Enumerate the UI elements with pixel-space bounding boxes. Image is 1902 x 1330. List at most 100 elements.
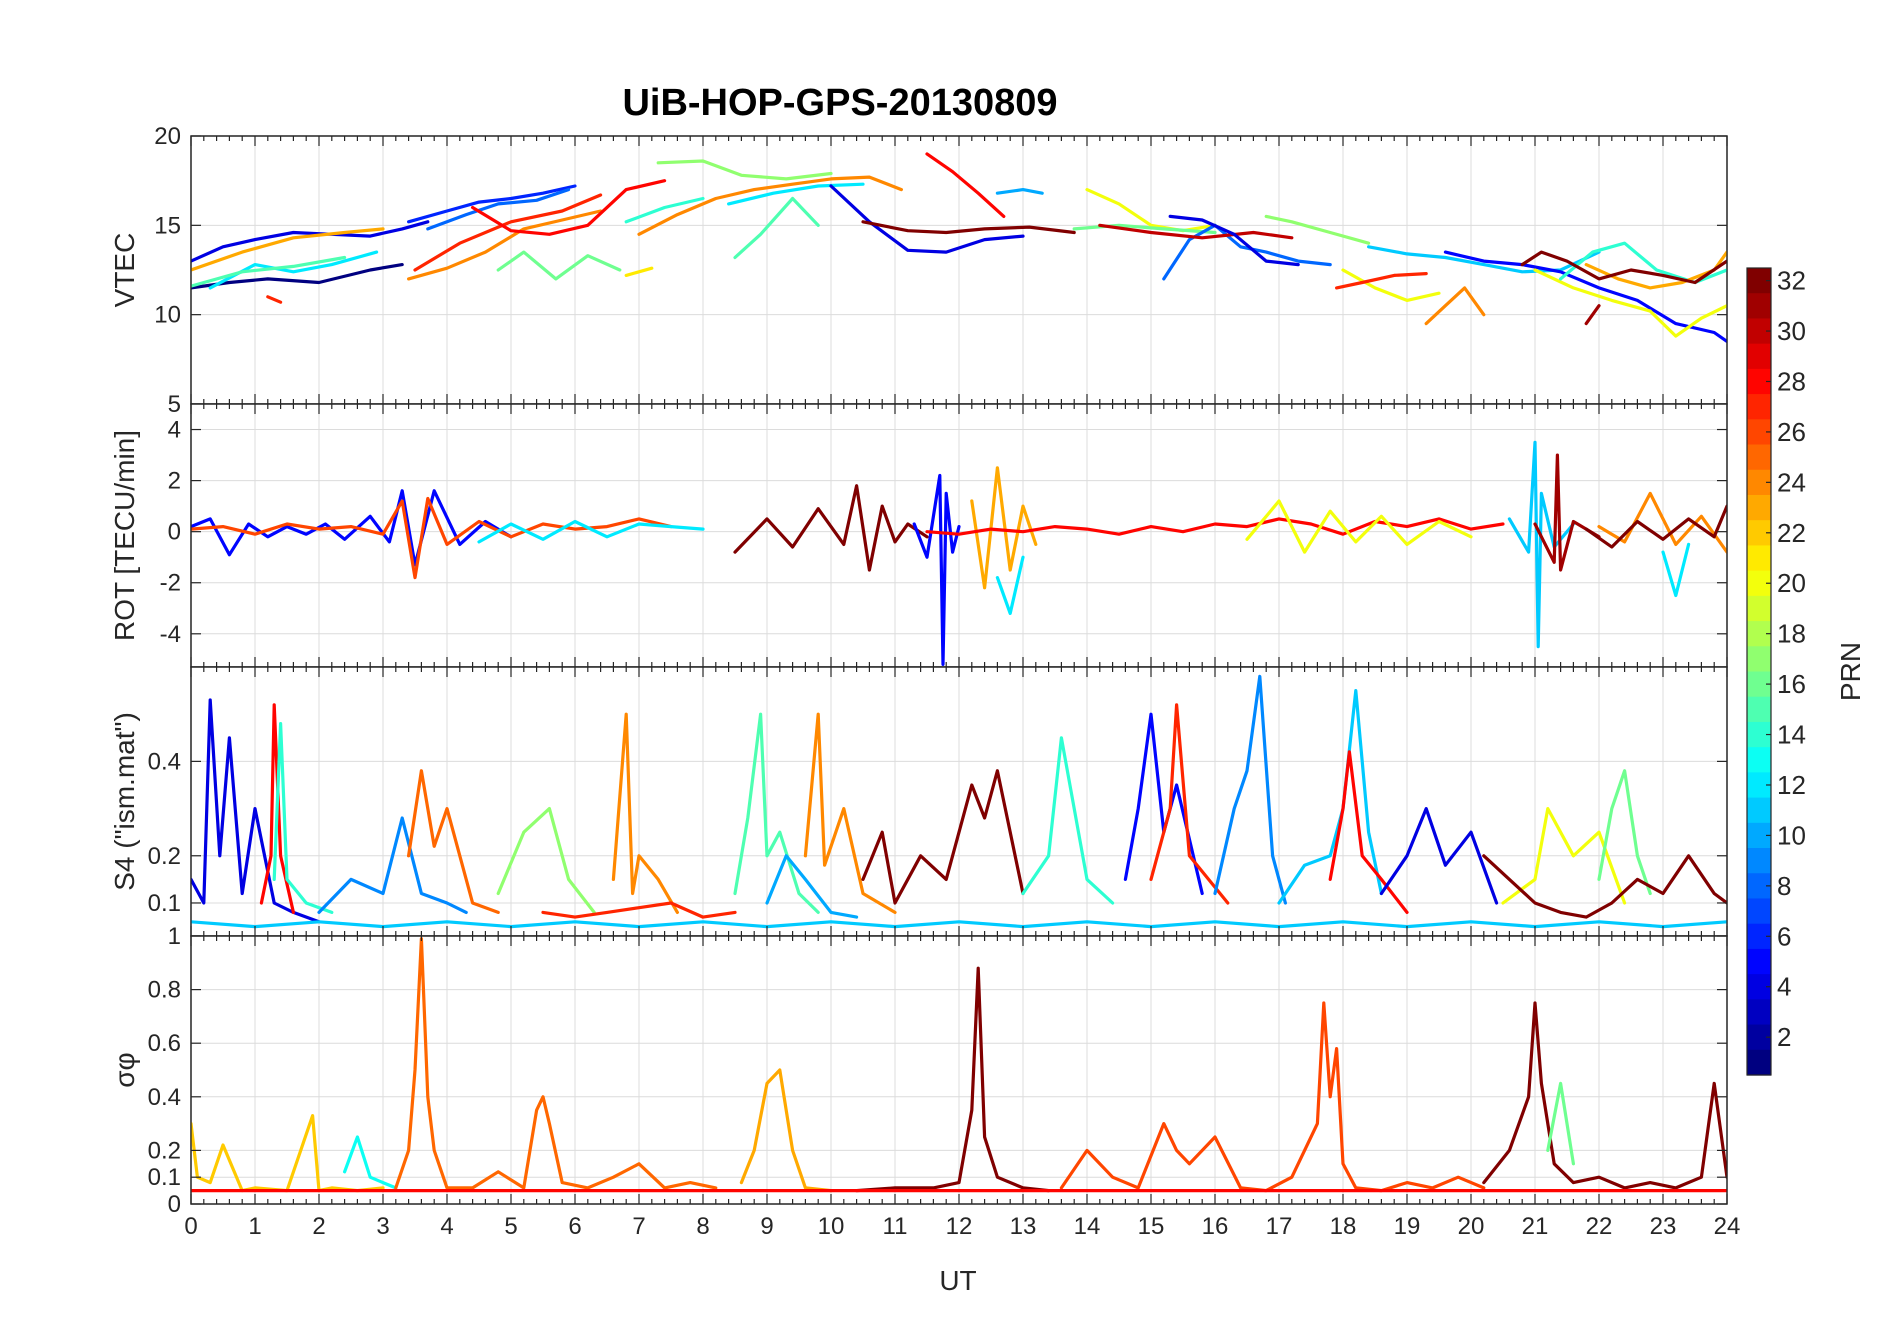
colorbar-tick-label: 20 xyxy=(1777,568,1806,598)
series-prn-5 xyxy=(1443,250,1727,344)
panel-vtec: 5 10 15 20 VTEC xyxy=(109,123,1728,418)
series-prn-25 xyxy=(407,769,500,915)
x-tick-label: 20 xyxy=(1458,1213,1485,1240)
y-tick-label: 0.1 xyxy=(148,1164,181,1191)
series-group-rot xyxy=(191,440,1727,667)
series-prn-28 xyxy=(259,703,295,915)
x-tick-label: 21 xyxy=(1522,1213,1549,1240)
series-prn-14 xyxy=(272,721,334,915)
series-prn-4 xyxy=(1168,214,1300,267)
series-prn-24 xyxy=(803,712,897,915)
series-prn-32 xyxy=(861,769,1025,905)
series-prn-17 xyxy=(1264,214,1371,245)
series-prn-26 xyxy=(191,496,673,580)
series-prn-32 xyxy=(733,484,929,572)
y-tick-label: 2 xyxy=(168,468,181,495)
x-tick-label: 15 xyxy=(1138,1213,1165,1240)
series-prn-27 xyxy=(266,295,283,304)
y-tick-label: 10 xyxy=(154,302,181,329)
series-prn-14 xyxy=(1021,736,1115,905)
x-tick-label: 14 xyxy=(1074,1213,1101,1240)
panel-s4: 0.1 0.2 0.4 S4 ("ism.mat") xyxy=(109,666,1728,937)
y-tick-label: 15 xyxy=(154,212,181,239)
x-tick-label: 19 xyxy=(1394,1213,1421,1240)
colorbar-tick-label: 14 xyxy=(1777,720,1806,750)
colorbar-segment xyxy=(1747,343,1771,370)
colorbar-tick-label: 6 xyxy=(1777,921,1791,951)
series-prn-10 xyxy=(765,854,859,919)
y-axis-label-rot: ROT [TECU/min] xyxy=(109,430,140,641)
series-prn-12 xyxy=(995,555,1025,616)
series-prn-20 xyxy=(1085,188,1217,233)
series-prn-20 xyxy=(1501,806,1627,905)
x-tick-label: 12 xyxy=(946,1213,973,1240)
x-tick-label: 7 xyxy=(632,1213,645,1240)
series-group-sigma_phi xyxy=(191,937,1727,1193)
series-prn-31 xyxy=(1584,304,1601,326)
series-prn-32 xyxy=(1482,854,1727,919)
series-prn-32 xyxy=(1482,1001,1727,1190)
colorbar-tick-label: 22 xyxy=(1777,518,1806,548)
x-tick-label: 24 xyxy=(1714,1213,1741,1240)
series-prn-23 xyxy=(191,227,385,272)
series-prn-12 xyxy=(477,519,705,544)
colorbar-segment xyxy=(1747,293,1771,320)
series-prn-6 xyxy=(407,184,577,224)
series-prn-27 xyxy=(1149,703,1230,905)
x-tick-label: 16 xyxy=(1202,1213,1229,1240)
series-prn-12 xyxy=(726,182,865,206)
series-prn-17 xyxy=(496,806,596,915)
x-tick-label: 22 xyxy=(1586,1213,1613,1240)
x-tick-label: 9 xyxy=(760,1213,773,1240)
series-prn-27 xyxy=(413,193,603,272)
x-tick-label: 4 xyxy=(440,1213,453,1240)
series-prn-16 xyxy=(1072,223,1217,235)
series-prn-32 xyxy=(861,220,1076,235)
series-prn-5 xyxy=(1123,712,1204,896)
series-prn-30 xyxy=(1098,223,1294,240)
series-prn-4 xyxy=(191,698,321,924)
y-tick-label: 0 xyxy=(168,1191,181,1218)
series-prn-24 xyxy=(407,209,603,281)
series-prn-5 xyxy=(191,489,513,567)
colorbar-segment xyxy=(1747,494,1771,521)
y-tick-label: 0.4 xyxy=(148,748,181,775)
x-axis-label: UT xyxy=(939,1265,976,1296)
series-prn-16 xyxy=(496,250,622,281)
series-prn-15 xyxy=(733,712,820,915)
series-prn-28 xyxy=(925,517,1505,536)
colorbar-segment xyxy=(1747,595,1771,622)
series-prn-27 xyxy=(1334,272,1428,290)
series-prn-26 xyxy=(1059,1001,1486,1193)
x-tick-label: 13 xyxy=(1010,1213,1037,1240)
series-prn-20 xyxy=(1533,268,1727,338)
y-tick-label: 0.2 xyxy=(148,1137,181,1164)
panel-rot: -4 -2 0 2 4 ROT [TECU/min] xyxy=(109,403,1728,668)
colorbar-tick-label: 28 xyxy=(1777,366,1806,396)
series-prn-24 xyxy=(1424,286,1486,326)
y-tick-label: -2 xyxy=(160,570,181,597)
colorbar-tick-label: 10 xyxy=(1777,820,1806,850)
colorbar-segment xyxy=(1747,394,1771,420)
series-prn-11 xyxy=(191,920,1727,929)
x-tick-label: 1 xyxy=(248,1213,261,1240)
x-tick-label: 3 xyxy=(376,1213,389,1240)
series-prn-15 xyxy=(733,196,820,260)
colorbar-tick-label: 4 xyxy=(1777,972,1791,1002)
series-prn-16 xyxy=(1546,1081,1576,1166)
series-prn-27 xyxy=(541,901,737,919)
x-tick-label: 10 xyxy=(818,1213,845,1240)
colorbar-segment xyxy=(1747,898,1771,925)
x-tick-label: 17 xyxy=(1266,1213,1293,1240)
series-prn-25 xyxy=(394,937,718,1190)
x-tick-label: 2 xyxy=(312,1213,325,1240)
colorbar-tick-label: 32 xyxy=(1777,266,1806,296)
series-prn-32 xyxy=(1584,504,1727,549)
colorbar-tick-label: 8 xyxy=(1777,871,1791,901)
series-prn-24 xyxy=(611,712,680,915)
series-prn-10 xyxy=(995,188,1044,195)
colorbar-segment xyxy=(1747,797,1771,824)
